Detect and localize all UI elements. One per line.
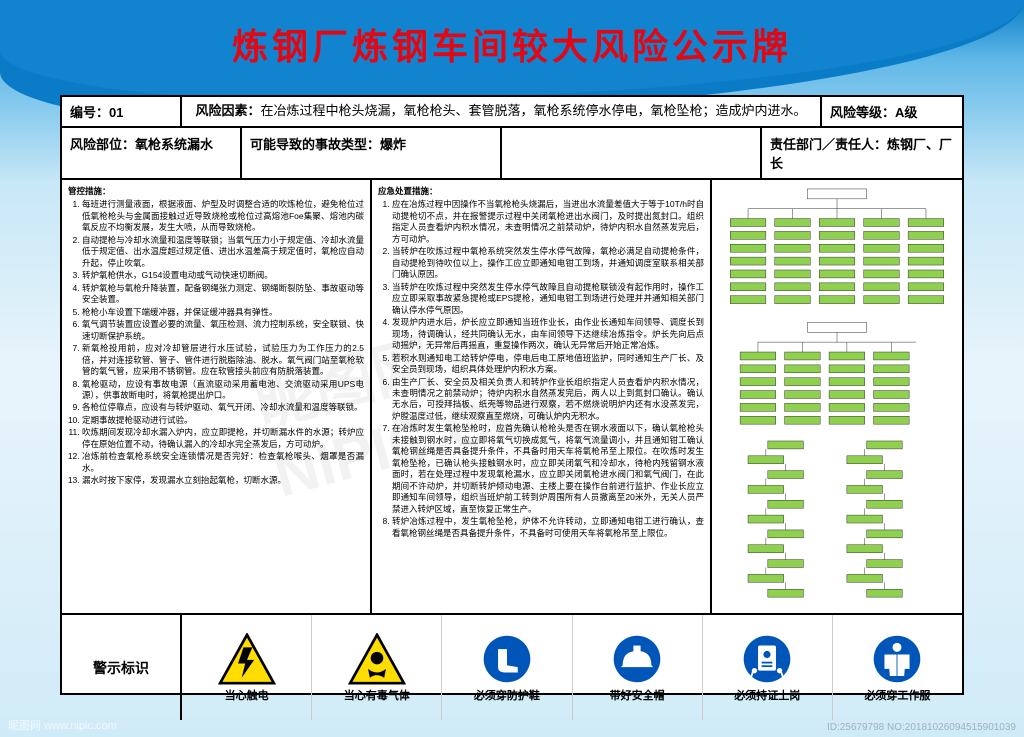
control-measures-col: 管控措施： 每班进行测量液面，根据液面、炉型及时调整合适的吹炼枪位，避免枪位过低… bbox=[62, 180, 372, 613]
measure-item: 转炉氧枪与氧枪升降装置，配备钢绳张力测定、钢绳断裂防坠、事故驱动等安全装置。 bbox=[82, 283, 364, 306]
emergency-item: 若积水则通知电工给转炉停电，停电后电工原地值班监护，同时通知生产厂长、及安全员到… bbox=[392, 353, 704, 376]
measure-item: 氧枪驱动，应设有事故电源（直流驱动采用蓄电池、交流驱动采用UPS电源），供事故断… bbox=[82, 379, 364, 402]
signs-row: 警示标识 当心触电 当心有毒气体 必须穿防护鞋 带好安全帽 必须持证上岗 必须穿工作服 bbox=[62, 615, 962, 720]
measure-item: 定期事故提枪驱动进行试验。 bbox=[82, 415, 364, 426]
part-label: 风险部位： bbox=[70, 137, 135, 152]
measure-item: 枪枪小车设置下端缓冲器，并保证缓冲器具有弹性。 bbox=[82, 307, 364, 318]
flowchart-col bbox=[712, 180, 962, 613]
sign-item: 当心有毒气体 bbox=[312, 615, 442, 720]
header-row1: 编号：01 风险因素：在冶炼过程中枪头烧漏，氧枪枪头、套管脱落，氧枪系统停水停电… bbox=[62, 97, 962, 128]
measure-item: 各枪位停靠点，应设有与转炉驱动、氧气开闭、冷却水流量和温度等联锁。 bbox=[82, 402, 364, 413]
sign-item: 必须穿防护鞋 bbox=[442, 615, 572, 720]
header-row2: 风险部位：氧枪系统漏水 可能导致的事故类型：爆炸 责任部门／责任人：炼钢厂、厂长 bbox=[62, 128, 962, 180]
sign-text: 带好安全帽 bbox=[610, 687, 665, 703]
sign-item: 当心触电 bbox=[182, 615, 312, 720]
bolt-icon bbox=[218, 633, 276, 685]
suit-icon bbox=[868, 633, 926, 685]
sign-text: 当心有毒气体 bbox=[344, 687, 410, 703]
measure-item: 转炉氧枪供水，G154设置电动或气动快速切断阀。 bbox=[82, 270, 364, 281]
emergency-item: 应在冶炼过程中因操作不当氧枪枪头烧漏后，当进出水流量差值大于等于10T/h时自动… bbox=[392, 199, 704, 245]
card-icon bbox=[738, 633, 796, 685]
boot-icon bbox=[478, 633, 536, 685]
type-value: 爆炸 bbox=[380, 137, 406, 152]
id-label: 编号： bbox=[70, 105, 109, 120]
measure-item: 吹炼期间发现冷却水漏入炉内，应立即提枪，并切断漏水件的水源；转炉应停在原始位置不… bbox=[82, 427, 364, 450]
emergency-item: 转炉冶炼过程中，发生氧枪坠枪，炉体不允许转动，立即通知电钳工进行确认，查看氧枪钢… bbox=[392, 516, 704, 539]
dept-label: 责任部门／责任人： bbox=[770, 137, 887, 152]
colA-list: 每班进行测量液面，根据液面、炉型及时调整合适的吹炼枪位，避免枪位过低氧枪枪头与金… bbox=[68, 199, 364, 486]
measure-item: 每班进行测量液面，根据液面、炉型及时调整合适的吹炼枪位，避免枪位过低氧枪枪头与金… bbox=[82, 199, 364, 233]
sign-item: 必须持证上岗 bbox=[703, 615, 833, 720]
watermark-right: ID:25679798 NO:20181026094515901039 bbox=[827, 722, 1016, 733]
sign-item: 必须穿工作服 bbox=[833, 615, 962, 720]
sign-text: 必须持证上岗 bbox=[734, 687, 800, 703]
sign-text: 必须穿防护鞋 bbox=[474, 687, 540, 703]
watermark-left: 昵图网 www.nipic.com bbox=[8, 717, 117, 733]
part-value: 氧枪系统漏水 bbox=[135, 137, 213, 152]
emergency-item: 由生产厂长、安全员及相关负责人和转炉作业长组织指定人员查看炉内积水情况，未查明情… bbox=[392, 377, 704, 423]
signs-grid: 当心触电 当心有毒气体 必须穿防护鞋 带好安全帽 必须持证上岗 必须穿工作服 bbox=[182, 615, 962, 720]
level-label: 风险等级： bbox=[830, 105, 895, 120]
emergency-item: 发现炉内进水后，炉长应立即通知当班作业长，由作业长通知车间领导、调度长到现场，待… bbox=[392, 317, 704, 351]
sign-text: 当心触电 bbox=[225, 687, 269, 703]
measure-item: 冶炼前检查氧枪系统安全连锁情况是否完好：检查氧枪喉头、烟罩是否漏水。 bbox=[82, 451, 364, 474]
toxic-icon bbox=[348, 633, 406, 685]
type-label: 可能导致的事故类型： bbox=[250, 137, 380, 152]
measure-item: 自动提枪与冷却水流量和温度等联锁；当氧气压力小于规定值、冷却水流量低于规定值、出… bbox=[82, 235, 364, 269]
level-value: A级 bbox=[895, 105, 917, 120]
board-title: 炼钢厂炼钢车间较大风险公示牌 bbox=[0, 18, 1024, 70]
flowchart-svg bbox=[716, 184, 958, 609]
colB-title: 应急处置措施： bbox=[378, 186, 704, 197]
risk-board: 编号：01 风险因素：在冶炼过程中枪头烧漏，氧枪枪头、套管脱落，氧枪系统停水停电… bbox=[60, 95, 964, 695]
emergency-item: 当转炉在吹炼过程中氧枪系统突然发生停水停气故障，氧枪必满足自动提枪条件，自动提枪… bbox=[392, 246, 704, 280]
risk-label: 风险因素： bbox=[195, 103, 260, 118]
emergency-item: 在冶炼时发生氧枪坠枪时，应首先确认枪枪头是否在钢水液面以下，确认氧枪枪头未接触到… bbox=[392, 423, 704, 515]
risk-text: 在冶炼过程中枪头烧漏，氧枪枪头、套管脱落，氧枪系统停水停电，氧枪坠枪；造成炉内进… bbox=[261, 103, 807, 118]
id-value: 01 bbox=[109, 105, 123, 120]
signs-label: 警示标识 bbox=[62, 615, 182, 720]
measure-item: 新氧枪投用前，应对冷却管层进行水压试验，试验压力为工作压力的2.5倍，并对连接软… bbox=[82, 343, 364, 377]
colA-title: 管控措施： bbox=[68, 186, 364, 197]
emergency-item: 当转炉在吹炼过程中突然发生停水停气故障且自动提枪联锁没有起作用时，操作工应立即采… bbox=[392, 282, 704, 316]
sign-text: 必须穿工作服 bbox=[864, 687, 930, 703]
sign-item: 带好安全帽 bbox=[573, 615, 703, 720]
measure-item: 氧气调节装置应设置必要的流量、氧压检测、流力控制系统，安全联锁、快速切断保护系统… bbox=[82, 319, 364, 342]
helmet-icon bbox=[608, 633, 666, 685]
emergency-measures-col: 应急处置措施： 应在冶炼过程中因操作不当氧枪枪头烧漏后，当进出水流量差值大于等于… bbox=[372, 180, 712, 613]
body-row: 管控措施： 每班进行测量液面，根据液面、炉型及时调整合适的吹炼枪位，避免枪位过低… bbox=[62, 180, 962, 615]
colB-list: 应在冶炼过程中因操作不当氧枪枪头烧漏后，当进出水流量差值大于等于10T/h时自动… bbox=[378, 199, 704, 539]
measure-item: 漏水时按下家停，发现漏水立刻抬起氧枪，切断水源。 bbox=[82, 475, 364, 486]
